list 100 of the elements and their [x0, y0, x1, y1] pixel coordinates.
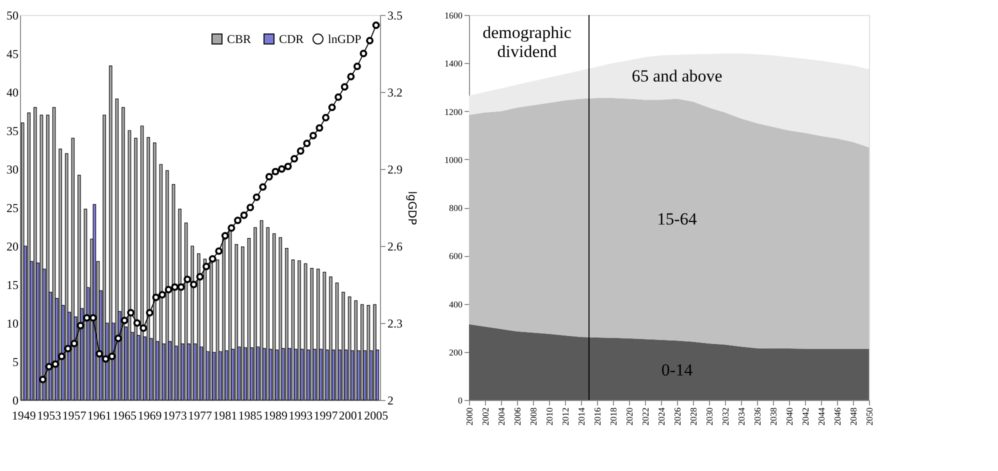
y-tick-label: 200	[449, 347, 463, 358]
annotation: demographic dividend	[482, 23, 572, 61]
point	[89, 314, 97, 322]
x-tick-label: 1973	[162, 408, 187, 422]
point	[303, 140, 311, 148]
x-tick-label: 2001	[338, 408, 363, 422]
x-tick-label: 2000	[464, 407, 474, 426]
x-tick-label: 2006	[512, 407, 522, 426]
x-tick-label: 1965	[112, 408, 137, 422]
bar	[278, 237, 282, 400]
point	[322, 114, 330, 122]
x-tick-label: 1981	[213, 408, 238, 422]
point	[146, 309, 154, 316]
bar	[272, 233, 276, 400]
series-label: 0-14	[661, 360, 694, 380]
y-tick-label: 20	[6, 240, 18, 254]
point	[309, 132, 317, 140]
point	[347, 72, 355, 80]
x-tick-label: 2040	[784, 407, 794, 426]
y2-tick-label: 2.9	[388, 162, 402, 176]
point	[158, 291, 166, 298]
y-tick-label: 0	[12, 394, 18, 408]
point	[278, 165, 286, 173]
point	[290, 155, 298, 162]
bar	[329, 276, 332, 400]
legend-label: CBR	[227, 32, 252, 46]
x-tick-label: 2036	[752, 407, 762, 426]
x-tick-label: 1953	[37, 408, 62, 422]
point	[252, 194, 260, 201]
legend-label: CDR	[279, 32, 304, 46]
point	[108, 352, 116, 360]
bar	[285, 248, 288, 400]
x-tick-label: 2022	[640, 408, 650, 426]
x-tick-label: 1993	[288, 408, 313, 422]
bar	[316, 268, 320, 400]
point	[45, 362, 53, 370]
bar	[373, 304, 376, 400]
point	[328, 104, 336, 112]
point	[316, 124, 324, 132]
bar	[27, 112, 31, 400]
point	[240, 211, 248, 219]
bar	[254, 227, 257, 400]
y-tick-label: 5	[12, 355, 18, 369]
series-label: 65 and above	[632, 66, 722, 86]
y-tick-label: 10	[6, 316, 18, 330]
y-tick-label: 50	[6, 8, 18, 22]
y-tick-label: 800	[449, 203, 463, 213]
x-tick-label: 2004	[496, 407, 506, 426]
x-tick-label: 2010	[544, 407, 554, 426]
y-tick-label: 400	[449, 299, 463, 310]
point	[152, 294, 160, 302]
x-tick-label: 2008	[528, 407, 538, 426]
point	[234, 216, 242, 224]
point	[52, 360, 60, 368]
point	[184, 276, 192, 284]
y-tick-label: 35	[6, 124, 18, 138]
point	[127, 309, 135, 316]
y-tick-label: 1000	[444, 154, 463, 165]
bar	[354, 300, 358, 400]
x-tick-label: 2026	[672, 407, 682, 426]
x-tick-label: 2016	[592, 407, 602, 426]
point	[177, 283, 185, 291]
point	[133, 319, 141, 327]
x-tick-label: 1957	[62, 408, 86, 422]
y-tick-label: 25	[6, 201, 18, 215]
point	[246, 204, 254, 212]
x-tick-label: 2050	[864, 407, 874, 426]
x-tick-label: 2046	[832, 407, 842, 426]
point	[228, 224, 236, 232]
bar	[342, 292, 345, 400]
point	[76, 322, 84, 330]
y2-axis-title: lgGDP	[406, 191, 418, 226]
x-tick-label: 2030	[704, 407, 714, 426]
point	[208, 255, 216, 263]
point	[272, 168, 280, 176]
point	[39, 376, 47, 384]
point	[334, 93, 342, 101]
point	[284, 162, 292, 170]
point	[96, 350, 104, 358]
point	[353, 62, 361, 70]
y-tick-label: 1600	[444, 10, 463, 20]
x-tick-label: 2014	[576, 407, 586, 426]
point	[265, 172, 273, 180]
point	[140, 324, 148, 332]
bar	[298, 260, 301, 400]
x-tick-label: 1949	[12, 408, 36, 422]
x-tick-label: 2042	[800, 408, 810, 426]
point	[366, 36, 374, 44]
y-tick-label: 1400	[444, 58, 463, 69]
x-tick-label: 2024	[656, 407, 666, 426]
x-tick-label: 2034	[736, 407, 746, 426]
bar	[310, 268, 314, 400]
point	[102, 355, 110, 363]
y2-tick-label: 3.2	[388, 86, 402, 100]
series-label: 15-64	[657, 210, 698, 229]
y2-tick-label: 2.3	[388, 316, 402, 330]
bar	[241, 246, 244, 400]
y2-tick-label: 2.6	[388, 240, 402, 254]
bar	[360, 304, 364, 400]
y-tick-label: 1200	[444, 106, 463, 117]
